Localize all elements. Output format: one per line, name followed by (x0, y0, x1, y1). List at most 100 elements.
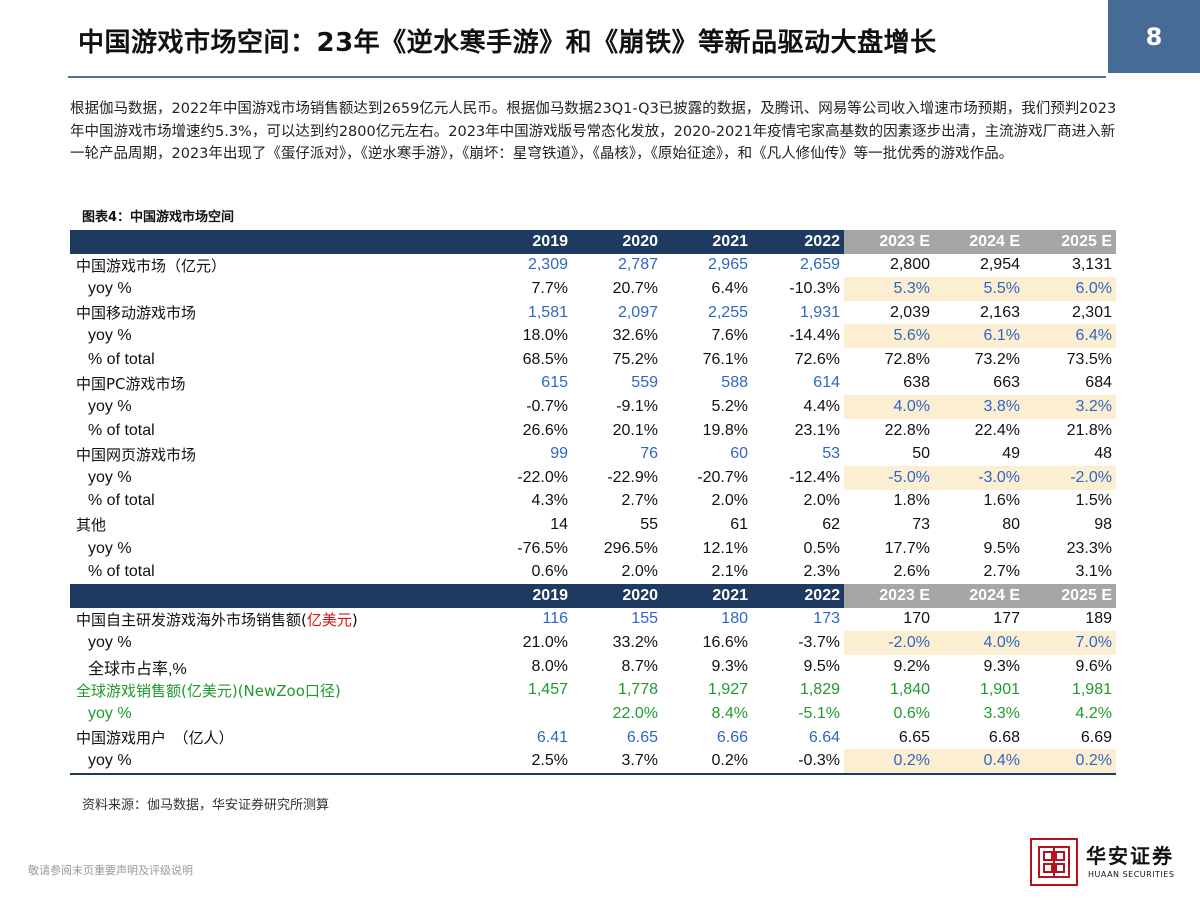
header-year-cell: 2023 E (844, 583, 934, 608)
table-cell: 2.5% (496, 749, 572, 776)
table-cell: -12.4% (789, 468, 840, 486)
table-row: 全球游戏销售额(亿美元)(NewZoo口径) 1,457 1,778 1,927 1,8… (70, 679, 1116, 703)
table-cell: 2,039 (889, 303, 930, 321)
table-cell: 6.0% (1024, 277, 1116, 301)
table-cell: 6.64 (808, 728, 840, 746)
logo-mark-icon (1030, 838, 1078, 886)
table-cell: 2.7% (983, 563, 1020, 581)
table-cell: 588 (721, 374, 748, 392)
table-cell: 55 (640, 515, 658, 533)
table-cell: 1,901 (979, 681, 1020, 699)
table-cell: 2,954 (979, 256, 1020, 274)
row-label: yoy % (88, 327, 132, 345)
row-label: 中国移动游戏市场 (76, 304, 197, 323)
page-title: 中国游戏市场空间：23年《逆水寒手游》和《崩铁》等新品驱动大盘增长 (78, 28, 937, 58)
table-cell: 7.0% (1024, 631, 1116, 655)
table-cell: 9.3% (983, 657, 1020, 675)
table-row: 中国移动游戏市场 1,581 2,097 2,255 1,931 2,039 2,163 2,… (70, 301, 1116, 325)
table-row: % of total 4.3% 2.7% 2.0% 2.0% 1.8% 1.6% 1.5% (70, 490, 1116, 514)
table-cell: 17.7% (884, 539, 930, 557)
market-table: 2019 2020 2021 2022 2023 E 2024 E 2025 E 中国游戏市场… (70, 230, 1116, 776)
table-row: yoy % -0.7% -9.1% 5.2% 4.4% 4.0% 3.8% 3.2% (70, 395, 1116, 419)
table-cell: 8.4% (711, 705, 748, 723)
table-cell: 3.2% (1024, 395, 1116, 419)
table-cell: -10.3% (789, 279, 840, 297)
table-row: % of total 0.6% 2.0% 2.1% 2.3% 2.6% 2.7% 3.1% (70, 560, 1116, 584)
header-year-cell: 2023 E (844, 230, 934, 254)
header-year-cell: 2024 E (934, 230, 1024, 254)
row-label: 中国游戏市场（亿元） (76, 256, 227, 275)
table-cell: 80 (1002, 515, 1020, 533)
table-cell: 6.65 (626, 728, 658, 746)
table-cell: 6.68 (988, 728, 1020, 746)
table-cell: 296.5% (603, 539, 658, 557)
table-row: yoy % -76.5% 296.5% 12.1% 0.5% 17.7% 9.5% 23.3% (70, 537, 1116, 561)
row-label: yoy % (70, 749, 496, 776)
table-row: % of total 26.6% 20.1% 19.8% 23.1% 22.8% 22.4%… (70, 419, 1116, 443)
table-cell: 2,163 (979, 303, 1020, 321)
header-year-cell: 2022 (752, 230, 844, 254)
header-year-cell: 2021 (662, 583, 752, 608)
header-year-cell: 2024 E (934, 583, 1024, 608)
intro-text: 根据伽马数据，2022年中国游戏市场销售额达到2659亿元人民币。根据伽马数据2… (70, 101, 1117, 162)
header-year-cell: 2020 (572, 230, 662, 254)
table-cell: 170 (903, 610, 930, 628)
table-cell: 2,659 (799, 256, 840, 274)
table-row: yoy % 21.0% 33.2% 16.6% -3.7% -2.0% 4.0% 7.0% (70, 631, 1116, 655)
table-cell: 2.3% (803, 563, 840, 581)
table-cell: 173 (813, 610, 840, 628)
row-label: 全球市占率,% (88, 660, 187, 678)
row-label: 中国网页游戏市场 (76, 445, 197, 464)
table-row: % of total 68.5% 75.2% 76.1% 72.6% 72.8% 73.2%… (70, 348, 1116, 372)
table-cell: 98 (1094, 515, 1112, 533)
table-cell: 73 (912, 515, 930, 533)
table-cell: 0.2% (844, 749, 934, 776)
table-title: 图表4：中国游戏市场空间 (82, 210, 235, 225)
table-cell: 116 (542, 610, 568, 628)
row-label: 其他 (76, 516, 107, 535)
table-cell: 2,097 (617, 303, 658, 321)
page-number: 8 (1108, 0, 1200, 73)
table-row: 中国自主研发游戏海外市场销售额(亿美元) 116 155 180 173 170 177 18… (70, 608, 1116, 632)
table-cell: 1,981 (1071, 681, 1112, 699)
table-cell: 6.1% (934, 324, 1024, 348)
table-cell: -22.9% (607, 468, 658, 486)
table-cell: 3,131 (1071, 256, 1112, 274)
table-cell: 23.1% (794, 421, 840, 439)
table-cell: 4.0% (844, 395, 934, 419)
table-cell: 8.7% (621, 657, 658, 675)
table-cell: 2.0% (621, 563, 658, 581)
table-cell: 7.6% (711, 327, 748, 345)
table-cell: 5.6% (844, 324, 934, 348)
table-cell: 155 (631, 610, 658, 628)
table-cell: 1,931 (799, 303, 840, 321)
table-cell: 72.8% (884, 350, 930, 368)
table-row: 中国网页游戏市场 99 76 60 53 50 49 48 (70, 442, 1116, 466)
table-cell: 684 (1085, 374, 1112, 392)
table-cell: 5.3% (844, 277, 934, 301)
table-header-row: 2019 2020 2021 2022 2023 E 2024 E 2025 E (70, 583, 1116, 608)
row-label: % of total (88, 492, 155, 510)
table-cell: 2,309 (527, 256, 568, 274)
table-cell (496, 702, 572, 726)
table-cell: 0.4% (934, 749, 1024, 776)
header-year-cell: 2019 (496, 583, 572, 608)
intro-paragraph: 根据伽马数据，2022年中国游戏市场销售额达到2659亿元人民币。根据伽马数据2… (70, 98, 1120, 166)
table-cell: 20.7% (612, 279, 658, 297)
table-cell: 60 (730, 445, 748, 463)
table-cell: 0.6% (531, 563, 568, 581)
table-cell: 1,778 (617, 681, 658, 699)
table-row: yoy % 22.0% 8.4% -5.1% 0.6% 3.3% 4.2% (70, 702, 1116, 726)
table-cell: 4.3% (531, 492, 568, 510)
table-row: 中国游戏用户 （亿人） 6.41 6.65 6.66 6.64 6.65 6.68 6.69 (70, 726, 1116, 750)
table-cell: -3.7% (798, 633, 840, 651)
table-cell: 4.4% (803, 397, 840, 415)
table-cell: 22.0% (612, 705, 658, 723)
table-cell: 9.6% (1075, 657, 1112, 675)
table-cell: 6.65 (898, 728, 930, 746)
table-row: yoy % 7.7% 20.7% 6.4% -10.3% 5.3% 5.5% 6.0% (70, 277, 1116, 301)
row-label: % of total (88, 350, 155, 368)
table-cell: 19.8% (702, 421, 748, 439)
table-cell: 1,840 (889, 681, 930, 699)
table-cell: 3.8% (934, 395, 1024, 419)
